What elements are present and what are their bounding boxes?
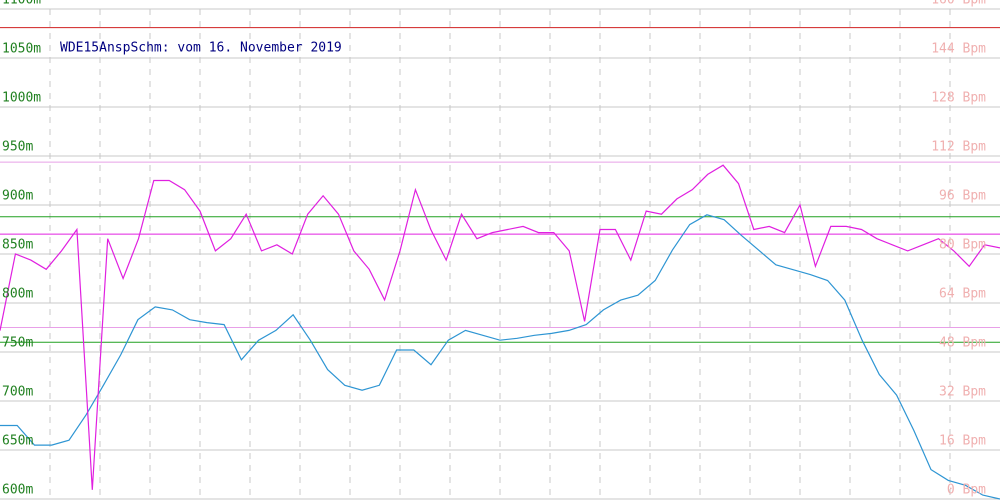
y-tick-label: 650m bbox=[2, 434, 33, 449]
y-tick-label: 700m bbox=[2, 385, 33, 400]
chart-title: WDE15AnspSchm: vom 16. November 2019 bbox=[60, 41, 342, 56]
series-line bbox=[0, 214, 1000, 500]
y2-tick-label: 128 Bpm bbox=[931, 91, 986, 106]
series-line bbox=[0, 164, 1000, 490]
y-tick-label: 850m bbox=[2, 238, 33, 253]
y2-tick-label: 48 Bpm bbox=[939, 336, 986, 351]
grid bbox=[0, 8, 1000, 500]
marks bbox=[0, 27, 1000, 500]
y-tick-label: 1050m bbox=[2, 42, 41, 57]
y2-tick-label: 96 Bpm bbox=[939, 189, 986, 204]
y2-tick-label: 144 Bpm bbox=[931, 42, 986, 57]
y-tick-label: 950m bbox=[2, 140, 33, 155]
y-tick-label: 1000m bbox=[2, 91, 41, 106]
y-tick-label: 900m bbox=[2, 189, 33, 204]
y2-tick-label: 160 Bpm bbox=[931, 0, 986, 8]
y2-tick-label: 0 Bpm bbox=[947, 483, 986, 498]
y-tick-label: 1100m bbox=[2, 0, 41, 8]
y2-tick-label: 112 Bpm bbox=[931, 140, 986, 155]
y-tick-label: 600m bbox=[2, 483, 33, 498]
y-tick-label: 800m bbox=[2, 287, 33, 302]
y2-tick-label: 32 Bpm bbox=[939, 385, 986, 400]
y2-tick-label: 16 Bpm bbox=[939, 434, 986, 449]
y2-tick-label: 64 Bpm bbox=[939, 287, 986, 302]
y2-tick-label: 80 Bpm bbox=[939, 238, 986, 253]
y-tick-label: 750m bbox=[2, 336, 33, 351]
